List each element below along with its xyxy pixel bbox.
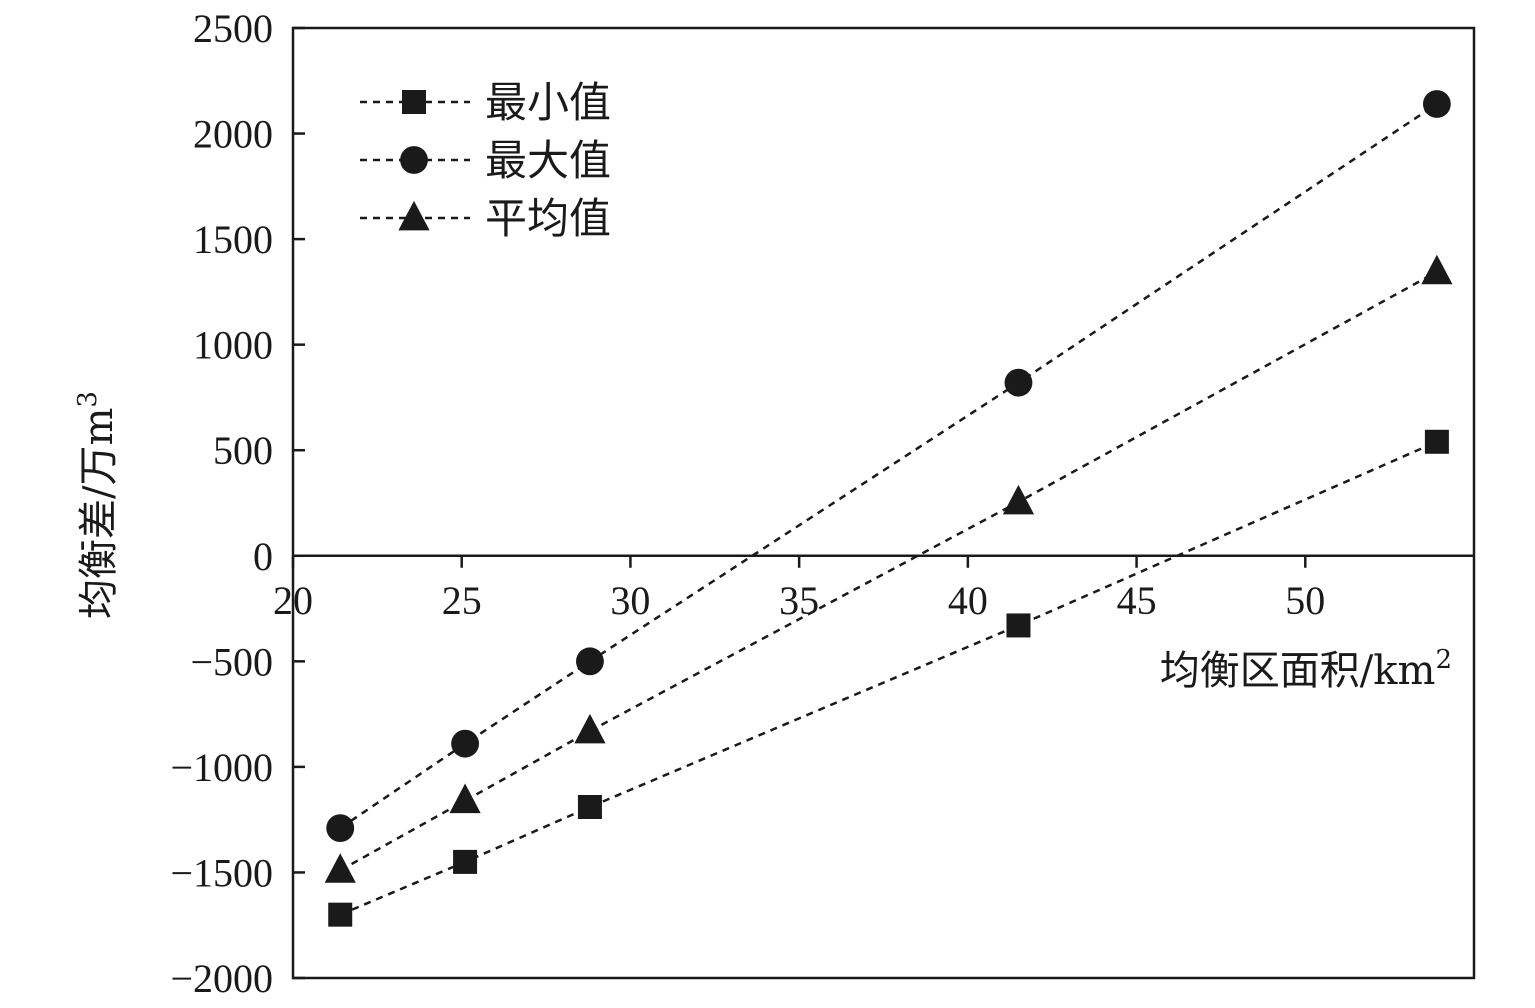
y-ticks <box>293 26 305 980</box>
y-tick-label: −1500 <box>170 850 273 895</box>
data-point-circle <box>576 647 604 676</box>
x-tick-label: 50 <box>1285 578 1325 623</box>
x-axis-title-text: 均衡区面积/km <box>1160 648 1436 694</box>
x-tick-label: 25 <box>442 578 482 623</box>
data-point-circle <box>1004 368 1033 397</box>
series-triangle <box>324 254 1453 883</box>
series-line <box>339 270 1438 872</box>
data-point-circle <box>451 729 480 758</box>
data-point-square <box>577 795 602 819</box>
x-tick-label: 35 <box>779 578 819 623</box>
data-point-triangle <box>1421 254 1453 285</box>
data-point-square <box>1424 429 1449 454</box>
data-point-triangle <box>574 713 606 744</box>
x-ticks <box>291 555 1307 568</box>
data-point-triangle <box>324 853 356 883</box>
plot-frame <box>291 26 1476 980</box>
data-point-square <box>328 902 353 927</box>
x-tick-label: 30 <box>610 578 650 623</box>
data-point-square <box>1006 613 1031 638</box>
legend-item: 最小值 <box>360 78 611 127</box>
x-tick-label: 45 <box>1117 578 1157 623</box>
y-tick-label: 500 <box>213 428 273 473</box>
x-tick-labels: 20 25 30 35 40 45 50 <box>273 578 1325 623</box>
series-layer <box>324 90 1453 927</box>
series-square <box>328 429 1449 927</box>
y-axis-title-superscript: 3 <box>73 391 103 408</box>
y-axis-title-text: 均衡差/万m <box>76 408 122 619</box>
legend-marker-square <box>402 90 426 114</box>
legend-marker-triangle <box>398 200 430 231</box>
data-point-square <box>453 849 478 874</box>
y-tick-label: −2000 <box>170 956 273 1001</box>
y-tick-label: 2000 <box>193 112 273 157</box>
legend-label: 平均值 <box>485 194 611 243</box>
y-tick-labels: −2000 −1500 −1000 −500 0 500 1000 1500 2000 2500 <box>170 6 273 1001</box>
data-point-circle <box>1422 90 1451 118</box>
legend-item: 最大值 <box>360 136 611 185</box>
series-line <box>339 440 1438 916</box>
y-tick-label: 0 <box>253 534 273 579</box>
y-tick-label: 1000 <box>193 323 273 368</box>
x-tick-label: 40 <box>948 578 988 623</box>
legend-label: 最小值 <box>485 78 611 127</box>
y-tick-label: 2500 <box>193 6 273 51</box>
legend-marker-circle <box>400 146 428 174</box>
y-tick-label: 1500 <box>193 217 273 262</box>
y-axis-title: 均衡差/万m3 <box>73 391 122 619</box>
x-axis-title: 均衡区面积/km2 <box>1160 645 1452 694</box>
x-tick-label: 20 <box>273 578 313 623</box>
x-axis-title-superscript: 2 <box>1435 645 1452 675</box>
y-tick-label: −500 <box>190 639 273 684</box>
y-tick-label: −1000 <box>170 745 273 790</box>
data-point-circle <box>326 814 355 843</box>
legend-item: 平均值 <box>360 194 611 243</box>
legend-label: 最大值 <box>485 136 611 185</box>
data-point-triangle <box>1002 484 1035 515</box>
series-circle <box>326 90 1451 843</box>
data-point-triangle <box>449 783 481 814</box>
